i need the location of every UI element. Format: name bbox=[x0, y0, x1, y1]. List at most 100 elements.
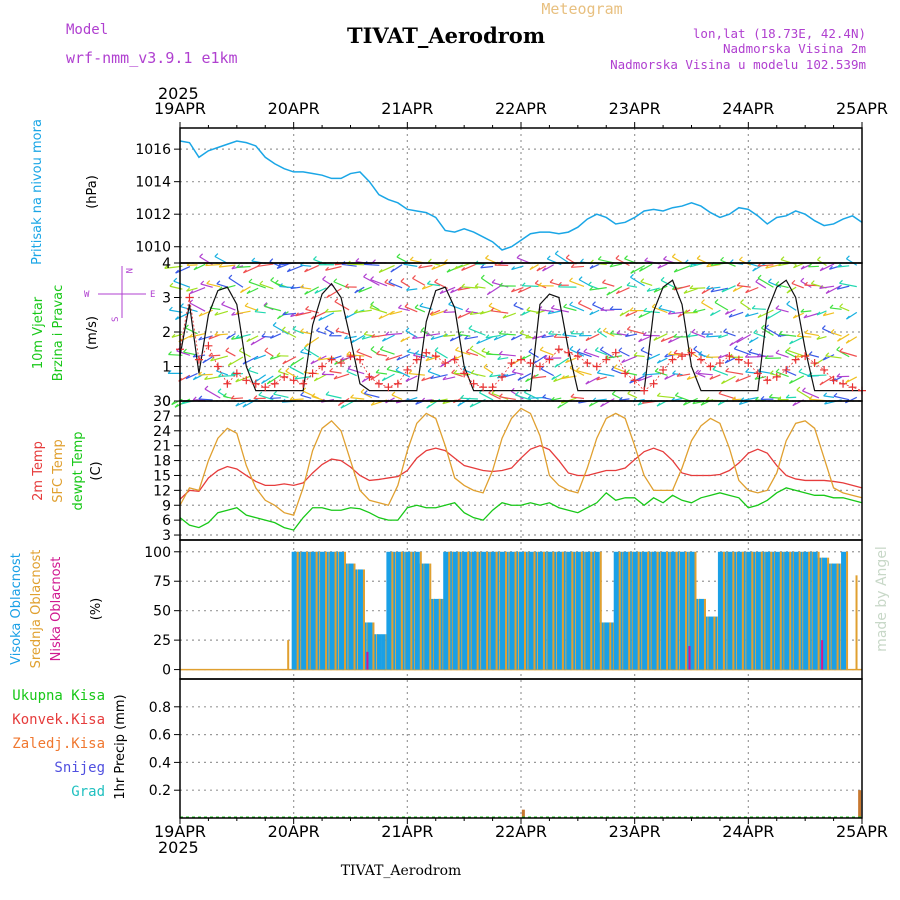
wind-arrow bbox=[642, 373, 660, 376]
wind-speed-marker bbox=[384, 383, 393, 392]
wind-speed-marker bbox=[403, 365, 412, 374]
wind-arrow bbox=[640, 281, 653, 287]
wind-arrow-head bbox=[443, 309, 448, 313]
wind-arrow-head bbox=[468, 325, 473, 329]
wind-arrow-head bbox=[485, 334, 490, 339]
wind-arrow bbox=[639, 263, 653, 272]
wind-arrow-head bbox=[198, 395, 203, 400]
wind-arrow bbox=[696, 257, 714, 267]
wind-arrow-head bbox=[317, 356, 322, 361]
wind-arrow bbox=[455, 349, 471, 356]
wind-arrow-head bbox=[836, 346, 841, 351]
wind-arrow bbox=[723, 331, 736, 337]
wind-arrow bbox=[789, 375, 805, 384]
wind-arrow bbox=[653, 333, 668, 341]
wind-arrow bbox=[732, 398, 744, 401]
wind-arrow bbox=[273, 393, 289, 399]
wind-arrow bbox=[173, 280, 191, 288]
wind-arrow-head bbox=[793, 264, 797, 269]
wind-label-1: 10m Vjetar bbox=[31, 296, 46, 369]
wind-speed-marker bbox=[839, 379, 848, 388]
wind-arrow-head bbox=[269, 395, 274, 399]
wind-arrow-head bbox=[419, 302, 424, 307]
wind-speed-marker bbox=[422, 348, 431, 357]
wind-arrow-head bbox=[481, 347, 486, 352]
wind-arrow bbox=[775, 307, 789, 313]
wind-arrow bbox=[673, 265, 691, 273]
wind-arrow-head bbox=[845, 255, 850, 260]
wind-arrow bbox=[300, 286, 312, 290]
pressure-tick-label: 1014 bbox=[135, 175, 171, 191]
wind-arrow-head bbox=[321, 370, 326, 375]
wind-arrow-head bbox=[821, 325, 826, 329]
wind-arrow bbox=[786, 303, 797, 311]
wind-arrow-head bbox=[778, 330, 783, 335]
wind-arrow-head bbox=[379, 345, 384, 350]
wind-arrow-head bbox=[800, 277, 805, 282]
wind-arrow-head bbox=[830, 329, 835, 333]
mid-cloud-bar bbox=[855, 575, 858, 670]
wind-arrow bbox=[600, 398, 615, 408]
wind-arrow-head bbox=[569, 345, 574, 350]
wind-arrow bbox=[757, 309, 774, 319]
wind-arrow bbox=[646, 353, 661, 361]
mid-cloud-bar bbox=[609, 622, 612, 670]
wind-arrow bbox=[597, 330, 608, 338]
wind-arrow bbox=[770, 373, 782, 377]
wind-arrow-head bbox=[206, 280, 211, 284]
wind-arrow bbox=[845, 376, 858, 384]
wind-speed-marker bbox=[668, 355, 677, 364]
wind-arrow bbox=[589, 287, 607, 291]
wind-speed-marker bbox=[374, 379, 383, 388]
wind-arrow bbox=[214, 310, 229, 316]
wind-arrow bbox=[643, 310, 660, 314]
wind-arrow-head bbox=[258, 391, 263, 396]
precip-label: 1hr Precip (mm) bbox=[113, 694, 128, 799]
wind-speed-marker bbox=[630, 376, 639, 385]
wind-arrow-head bbox=[744, 313, 749, 318]
wind-arrow-head bbox=[796, 386, 801, 391]
wind-arrow-head bbox=[389, 311, 394, 315]
high-cloud-bar bbox=[490, 551, 496, 670]
wind-arrow bbox=[532, 375, 547, 379]
wind-arrow-head bbox=[361, 378, 366, 383]
wind-arrow-head bbox=[837, 337, 841, 342]
wind-arrow-head bbox=[427, 367, 432, 372]
wind-arrow-head bbox=[705, 396, 710, 401]
wind-arrow bbox=[360, 391, 373, 399]
wind-arrow-head bbox=[318, 317, 323, 321]
wind-arrow-head bbox=[418, 264, 423, 269]
wind-arrow bbox=[282, 312, 297, 316]
wind-arrow-head bbox=[609, 305, 614, 310]
wind-arrow bbox=[836, 349, 850, 358]
wind-arrow-head bbox=[798, 368, 803, 373]
wind-arrow bbox=[304, 286, 320, 295]
wind-arrow bbox=[576, 369, 592, 376]
wind-arrow bbox=[709, 374, 721, 380]
wind-arrow bbox=[672, 256, 683, 264]
wind-arrow bbox=[425, 333, 441, 337]
wind-arrow bbox=[208, 354, 221, 357]
wind-arrow bbox=[499, 353, 516, 357]
wind-arrow-head bbox=[775, 349, 780, 354]
mid-cloud-bar bbox=[344, 551, 347, 670]
mid-cloud-bar bbox=[637, 551, 640, 670]
wind-arrow bbox=[757, 355, 774, 358]
wind-arrow-head bbox=[449, 337, 454, 342]
wind-arrow-head bbox=[785, 394, 790, 399]
wind-arrow bbox=[640, 349, 653, 356]
wind-arrow bbox=[701, 302, 714, 310]
wind-arrow-head bbox=[231, 335, 235, 340]
wind-arrow-head bbox=[705, 333, 710, 338]
wind-arrow-head bbox=[425, 357, 430, 362]
wind-arrow-head bbox=[486, 291, 491, 296]
date-label-bottom: 25APR bbox=[836, 822, 888, 841]
wind-arrow-head bbox=[541, 334, 546, 338]
wind-arrow-head bbox=[489, 373, 493, 378]
wind-arrow-head bbox=[658, 304, 663, 309]
wind-arrow bbox=[740, 302, 752, 310]
wind-arrow bbox=[597, 372, 615, 377]
wind-arrow-head bbox=[768, 393, 773, 398]
wind-unit: (m/s) bbox=[85, 316, 100, 350]
wind-arrow bbox=[302, 390, 320, 399]
